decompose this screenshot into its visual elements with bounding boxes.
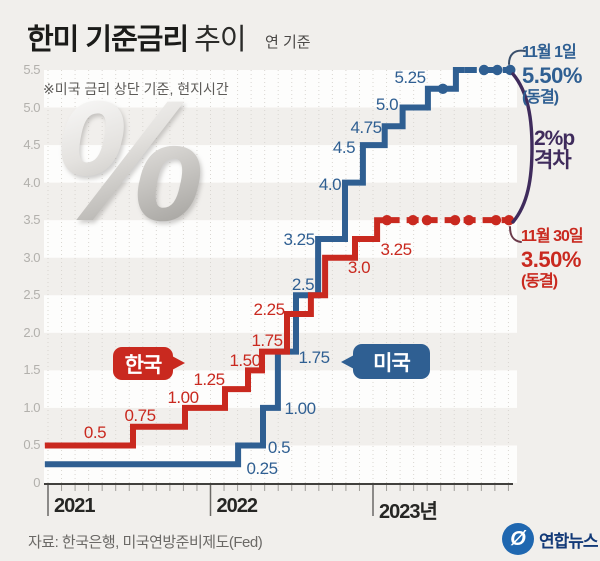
us-rate-label: 2.5 [291,275,315,294]
y-axis-label: 0 [33,475,40,490]
gap-value: 2%p [534,127,575,150]
us-rate-label: 0.5 [267,438,291,457]
korea-rate-label: 0.5 [83,423,107,442]
korea-rate-label: 3.25 [380,240,412,259]
us-callout-date: 11월 1일 [522,44,577,61]
y-axis-label: 4.0 [23,174,40,190]
x-axis-label: 2022 [216,495,258,517]
us-rate-label: 1.75 [298,348,330,367]
korea-series-badge: 한국 [113,347,185,380]
korea-rate-label: 1.50 [229,351,261,370]
korea-rate-label: 1.00 [167,388,199,407]
korea-pause-dot [449,214,461,226]
korea-pause-dot [407,214,419,226]
y-axis-label: 2.5 [23,287,40,303]
us-callout-rate: 5.50% [522,62,582,88]
korea-pause-dot [463,214,475,226]
us-rate-label: 5.0 [375,95,399,114]
title-strong: 한미 기준금리 [27,24,189,56]
korea-callout-status: (동결) [521,272,558,290]
us-pause-dot [478,64,490,76]
korea-pause-dot [490,214,502,226]
us-rate-label: 3.25 [283,230,315,249]
x-axis-label: 2023년 [379,501,438,523]
us-rate-label: 5.25 [394,68,426,87]
y-axis-label: 5.0 [23,99,40,115]
korea-pause-dot [381,214,393,226]
yonhap-logo-icon: Ø [502,523,534,555]
title-light: 추이 [194,24,246,56]
korea-rate-label: 2.25 [253,300,285,319]
us-callout-status: (동결) [522,88,559,106]
us-series-badge: 미국 [341,344,430,379]
korea-rate-label: 0.75 [124,406,156,425]
us-pause-dot [492,64,503,76]
yonhap-logo-text: 연합뉴스 [539,531,599,551]
korea-rate-label: 1.75 [251,331,283,350]
us-rate-label: 4.5 [332,138,356,157]
us-rate-label: 4.75 [350,118,382,137]
page-title: 한미 기준금리 추이 [27,16,247,58]
source-credit: 자료: 한국은행, 미국연방준비제도(Fed) [28,534,263,551]
korea-rate-label: 3.0 [347,258,371,277]
korea-callout-date: 11월 30일 [521,228,584,245]
unit-label: 연 기준 [265,34,311,51]
y-axis-label: 2.0 [23,324,40,340]
chart-footnote: ※미국 금리 상단 기준, 현지시간 [43,81,229,97]
gap-callout: 2%p 격차 [534,127,575,173]
us-pause-dot [437,83,449,94]
korea-rate-label: 1.25 [193,370,225,389]
y-axis-label: 4.5 [23,137,40,153]
korea-pause-dot [421,214,433,226]
us-rate-label: 1.00 [284,399,316,418]
us-rate-label: 4.0 [318,175,342,194]
y-axis-label: 1.0 [23,399,40,415]
korea-pause-dot [503,214,515,226]
y-axis-label: 3.5 [23,212,40,228]
korea-callout-rate: 3.50% [521,246,581,272]
x-axis-label: 2021 [54,495,95,517]
korea-callout: 11월 30일 3.50% (동결) [521,228,584,292]
yonhap-logo: Ø 연합뉴스 [502,523,599,555]
y-axis-label: 5.5 [23,62,40,77]
y-axis-label: 0.5 [23,437,40,453]
y-axis-label: 3.0 [23,249,40,265]
us-rate-label: 0.25 [246,459,278,478]
us-callout: 11월 1일 5.50% (동결) [522,44,582,108]
gap-label: 격차 [534,149,572,173]
y-axis-label: 1.5 [23,362,40,378]
us-pause-dot [505,64,516,76]
korea-callout-connector [509,226,522,243]
